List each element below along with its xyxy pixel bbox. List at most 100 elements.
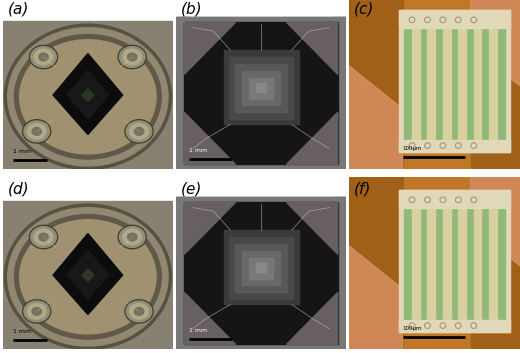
Ellipse shape	[118, 225, 146, 249]
Ellipse shape	[32, 127, 42, 135]
Ellipse shape	[8, 28, 168, 166]
Ellipse shape	[23, 300, 51, 323]
Ellipse shape	[30, 225, 58, 249]
Bar	[3, 21, 173, 169]
Ellipse shape	[123, 49, 141, 65]
Text: 100μm: 100μm	[402, 327, 422, 331]
Ellipse shape	[24, 301, 49, 322]
Ellipse shape	[32, 307, 42, 315]
Ellipse shape	[120, 227, 145, 247]
Ellipse shape	[34, 229, 53, 245]
Bar	[176, 342, 346, 349]
Bar	[399, 140, 510, 152]
Bar	[443, 199, 451, 323]
Bar	[176, 17, 346, 169]
Bar	[224, 50, 298, 125]
Ellipse shape	[123, 229, 141, 245]
Bar	[399, 10, 510, 28]
Bar	[474, 199, 482, 323]
Bar	[471, 0, 520, 169]
Polygon shape	[471, 0, 520, 91]
Bar	[236, 64, 287, 112]
Text: 1 mm: 1 mm	[189, 148, 207, 153]
Bar	[489, 19, 497, 143]
Polygon shape	[184, 203, 236, 254]
Bar	[399, 10, 510, 152]
Ellipse shape	[4, 24, 172, 169]
Polygon shape	[287, 112, 338, 164]
Bar	[333, 17, 346, 169]
Bar	[405, 199, 504, 323]
Ellipse shape	[20, 220, 156, 334]
Polygon shape	[82, 89, 94, 101]
Bar	[249, 78, 273, 98]
Ellipse shape	[34, 49, 53, 65]
Polygon shape	[67, 70, 109, 119]
Bar	[458, 19, 466, 143]
Bar	[176, 17, 189, 169]
Bar	[412, 199, 420, 323]
Polygon shape	[67, 250, 109, 299]
Bar	[249, 258, 273, 279]
Polygon shape	[53, 234, 123, 315]
Bar	[458, 199, 466, 323]
Bar	[3, 201, 173, 349]
Text: 100μm: 100μm	[402, 146, 422, 151]
Bar	[399, 320, 510, 332]
Ellipse shape	[28, 124, 46, 139]
Ellipse shape	[23, 120, 51, 143]
Bar	[399, 190, 510, 332]
Polygon shape	[287, 203, 338, 254]
Ellipse shape	[126, 121, 152, 142]
Bar	[349, 0, 402, 169]
Polygon shape	[184, 112, 236, 164]
Ellipse shape	[39, 53, 48, 61]
Bar	[443, 19, 451, 143]
Bar	[333, 197, 346, 349]
Ellipse shape	[118, 45, 146, 69]
Ellipse shape	[125, 120, 153, 143]
Text: (d): (d)	[8, 182, 29, 197]
Ellipse shape	[15, 215, 161, 339]
Text: (b): (b)	[181, 2, 202, 17]
Polygon shape	[287, 292, 338, 344]
Text: 1 mm: 1 mm	[13, 149, 31, 154]
Bar	[256, 83, 266, 91]
Text: (e): (e)	[181, 182, 202, 197]
Polygon shape	[349, 66, 402, 169]
Ellipse shape	[31, 227, 56, 247]
Text: (a): (a)	[8, 2, 29, 17]
Bar	[349, 176, 402, 349]
Ellipse shape	[30, 45, 58, 69]
Ellipse shape	[129, 304, 148, 319]
Bar	[184, 22, 338, 164]
Ellipse shape	[20, 40, 156, 154]
Bar	[229, 237, 293, 299]
Bar	[399, 190, 510, 208]
Ellipse shape	[127, 233, 137, 241]
Text: 1 mm: 1 mm	[13, 329, 31, 334]
Ellipse shape	[125, 300, 153, 323]
Bar	[176, 162, 346, 169]
Text: (f): (f)	[354, 182, 372, 197]
Polygon shape	[82, 269, 94, 281]
Ellipse shape	[24, 121, 49, 142]
Polygon shape	[287, 22, 338, 74]
Ellipse shape	[134, 307, 144, 315]
Bar	[405, 19, 504, 143]
Ellipse shape	[126, 301, 152, 322]
Polygon shape	[471, 176, 520, 272]
Bar	[489, 199, 497, 323]
Ellipse shape	[8, 208, 168, 346]
Polygon shape	[53, 54, 123, 134]
Ellipse shape	[4, 204, 172, 349]
Bar	[256, 263, 266, 272]
Bar	[176, 197, 346, 349]
Bar	[242, 71, 280, 106]
Bar	[176, 197, 346, 208]
Bar	[427, 19, 435, 143]
Ellipse shape	[28, 304, 46, 319]
Ellipse shape	[31, 47, 56, 67]
Bar	[242, 251, 280, 286]
Bar	[474, 19, 482, 143]
